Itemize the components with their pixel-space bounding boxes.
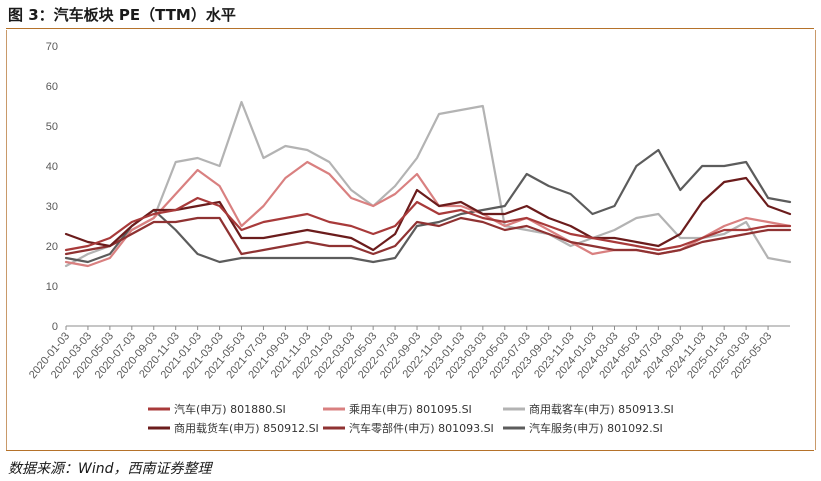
series-lines: [64, 100, 792, 268]
figure-title: 图 3：汽车板块 PE（TTM）水平: [8, 6, 236, 24]
series-line-3: [64, 176, 792, 252]
figure-frame: [6, 30, 816, 450]
series-line-4: [64, 216, 792, 256]
bottom-rule: [6, 450, 814, 451]
y-tick-label: 0: [52, 321, 58, 333]
y-tick-label: 60: [46, 81, 58, 93]
top-rule: [6, 28, 814, 29]
legend-label-4: 汽车零部件(申万) 801093.SI: [349, 421, 494, 435]
series-line-2: [64, 100, 792, 268]
x-axis: 2020-01-032020-03-032020-05-032020-07-03…: [27, 325, 790, 381]
y-tick-label: 70: [46, 41, 58, 53]
y-tick-label: 40: [46, 161, 58, 173]
legend: 汽车(申万) 801880.SI 乘用车(申万) 801095.SI 商用载客车(申…: [148, 402, 674, 435]
y-axis: 0 10 20 30 40 50 60 70: [46, 41, 58, 333]
data-source: 数据来源：Wind，西南证券整理: [8, 461, 212, 477]
y-tick-label: 50: [46, 121, 58, 133]
y-tick-label: 20: [46, 241, 58, 253]
y-tick-label: 30: [46, 201, 58, 213]
series-line-0: [64, 196, 792, 252]
y-tick-label: 10: [46, 281, 58, 293]
legend-label-1: 乘用车(申万) 801095.SI: [349, 402, 472, 416]
legend-label-5: 汽车服务(申万) 801092.SI: [529, 421, 663, 435]
legend-label-3: 商用载货车(申万) 850912.SI: [174, 421, 319, 435]
legend-label-0: 汽车(申万) 801880.SI: [174, 402, 286, 416]
legend-label-2: 商用载客车(申万) 850913.SI: [529, 402, 674, 416]
